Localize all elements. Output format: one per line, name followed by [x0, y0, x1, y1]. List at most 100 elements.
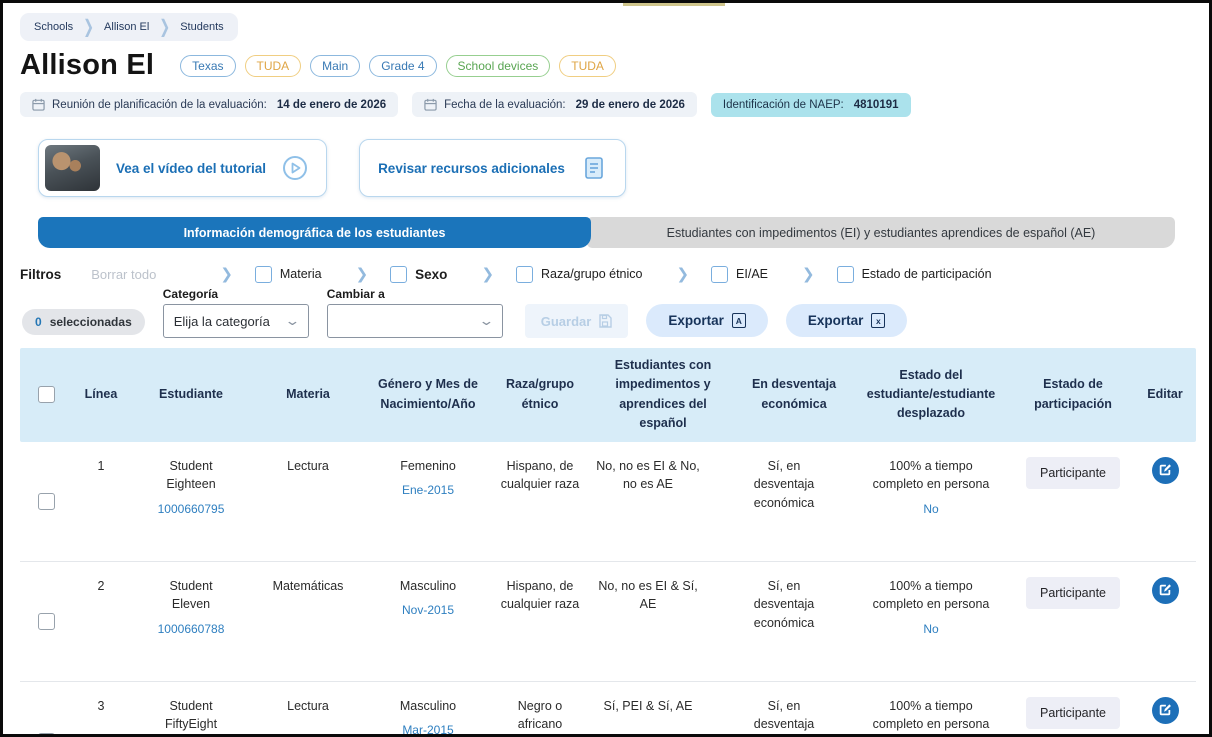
filter-label-participacion[interactable]: Estado de participación [861, 267, 992, 281]
cell-student-status: 100% a tiempo completo en persona [872, 578, 990, 612]
header-impedimentos: Estudiantes con impedimentos y aprendice… [614, 358, 712, 431]
badge-grade: Grade 4 [369, 54, 437, 77]
export-excel-button[interactable]: Exportar x [785, 304, 908, 337]
chevron-right-icon: ❯ [802, 266, 815, 283]
edit-student-button[interactable] [1151, 456, 1179, 484]
cell-economic: Sí, en desventaja económica [753, 458, 815, 511]
student-id-link[interactable]: 1000660795 [157, 502, 225, 516]
document-icon [585, 157, 603, 179]
selected-count-label: seleccionadas [49, 315, 132, 329]
breadcrumb-school-name[interactable]: Allison El [104, 21, 150, 33]
filter-checkbox-materia[interactable] [254, 265, 272, 283]
clear-all-filters-button[interactable]: Borrar todo [91, 266, 157, 282]
save-button-label: Guardar [540, 313, 592, 329]
cell-line: 3 [97, 698, 105, 713]
cell-race: Hispano, de cualquier raza [500, 458, 580, 492]
chevron-right-icon: ❯ [676, 266, 690, 283]
assessment-date-label: Fecha de la evaluación: [444, 98, 566, 111]
naep-id-value: 4810191 [853, 98, 899, 111]
cell-student-status: 100% a tiempo completo en persona [872, 698, 990, 732]
planning-meeting-date: 14 de enero de 2026 [276, 98, 387, 111]
student-name: Student Eleven [169, 578, 213, 612]
filter-checkbox-participacion[interactable] [836, 265, 854, 283]
planning-meeting-chip: Reunión de planificación de la evaluació… [20, 92, 399, 117]
calendar-icon [424, 98, 437, 111]
breadcrumb-schools[interactable]: Schools [34, 21, 74, 33]
edit-pencil-icon [1159, 584, 1171, 596]
filter-checkbox-ei-ae[interactable] [711, 265, 729, 283]
chevron-right-icon: ❯ [83, 15, 95, 37]
student-name: Student FiftyEight [164, 698, 218, 732]
edit-pencil-icon [1159, 704, 1171, 716]
edit-student-button[interactable] [1151, 576, 1179, 604]
birth-month-link[interactable]: Nov-2015 [401, 603, 455, 618]
tab-demographic-info[interactable]: Información demográfica de los estudiant… [38, 217, 591, 248]
row-checkbox[interactable] [37, 492, 55, 510]
table-row: 1 Student Eighteen 1000660795 Lectura Fe… [20, 442, 1196, 562]
cell-gender: Masculino [399, 578, 457, 593]
cell-line: 1 [97, 458, 105, 473]
status-link[interactable]: No [923, 502, 939, 516]
cell-race: Hispano, de cualquier raza [500, 578, 580, 612]
header-desventaja: En desventaja económica [751, 377, 837, 411]
export-pdf-button[interactable]: Exportar A [646, 304, 768, 337]
select-all-checkbox[interactable] [37, 386, 55, 404]
cell-subject: Lectura [287, 698, 329, 713]
tutorial-video-thumbnail [45, 145, 100, 191]
cell-race: Negro o africano americano, [517, 698, 563, 732]
header-estudiante: Estudiante [159, 387, 223, 402]
export-excel-label: Exportar [807, 313, 864, 328]
cell-disability: No, no es EI & No, no es AE [596, 458, 700, 492]
cell-subject: Matemáticas [272, 578, 344, 593]
tab-sd-el-students[interactable]: Estudiantes con impedimentos (EI) y estu… [587, 217, 1175, 248]
filter-label-sexo[interactable]: Sexo [415, 266, 448, 282]
filter-checkbox-sexo[interactable] [390, 265, 408, 283]
row-checkbox[interactable] [37, 732, 55, 734]
header-linea: Línea [84, 387, 118, 402]
cell-economic: Sí, en desventaja económica [753, 578, 815, 631]
excel-file-icon: x [871, 313, 886, 328]
row-checkbox[interactable] [37, 612, 55, 630]
header-participacion: Estado de participación [1034, 377, 1112, 411]
review-resources-label: Revisar recursos adicionales [378, 160, 565, 176]
student-name: Student Eighteen [166, 458, 216, 492]
birth-month-link[interactable]: Ene-2015 [401, 483, 455, 498]
tab-bar: Información demográfica de los estudiant… [38, 217, 1175, 248]
participation-status-badge: Participante [1025, 456, 1120, 490]
cell-disability: Sí, PEI & Sí, AE [603, 698, 693, 713]
badge-texas: Texas [180, 54, 236, 77]
change-to-select[interactable]: ⌄ [326, 304, 503, 338]
participation-status-badge: Participante [1025, 696, 1120, 730]
save-button[interactable]: Guardar [524, 304, 629, 338]
student-id-link[interactable]: 1000660788 [157, 622, 225, 636]
edit-student-button[interactable] [1151, 696, 1179, 724]
filter-checkbox-raza[interactable] [516, 265, 534, 283]
watch-tutorial-video-button[interactable]: Vea el vídeo del tutorial [38, 139, 328, 197]
assessment-date-value: 29 de enero de 2026 [575, 98, 685, 111]
category-label: Categoría [162, 287, 219, 301]
cell-line: 2 [97, 578, 105, 593]
filter-label-raza[interactable]: Raza/grupo étnico [541, 267, 643, 281]
cell-gender: Masculino [399, 698, 457, 713]
category-select-value: Elija la categoría [173, 313, 270, 329]
chevron-down-icon: ⌄ [284, 313, 301, 328]
filters-title: Filtros [20, 266, 62, 282]
status-link[interactable]: No [923, 622, 939, 636]
header-materia: Materia [286, 387, 330, 402]
breadcrumb: Schools ❯ Allison El ❯ Students [20, 13, 238, 41]
planning-meeting-label: Reunión de planificación de la evaluació… [52, 98, 267, 111]
header-raza: Raza/grupo étnico [505, 377, 575, 411]
chevron-down-icon: ⌄ [478, 313, 495, 328]
naep-id-chip: Identificación de NAEP: 4810191 [710, 92, 911, 117]
birth-month-link[interactable]: Mar-2015 [402, 723, 454, 737]
assessment-date-chip: Fecha de la evaluación: 29 de enero de 2… [412, 92, 697, 117]
cell-economic: Sí, en desventaja económica [753, 698, 815, 732]
breadcrumb-students[interactable]: Students [180, 21, 224, 33]
review-resources-button[interactable]: Revisar recursos adicionales [359, 139, 626, 197]
cell-disability: No, no es EI & Sí, AE [598, 578, 698, 612]
category-select[interactable]: Elija la categoría ⌄ [162, 304, 309, 338]
naep-id-label: Identificación de NAEP: [722, 98, 844, 111]
filter-label-ei-ae[interactable]: EI/AE [736, 267, 769, 281]
filter-label-materia[interactable]: Materia [279, 267, 322, 281]
